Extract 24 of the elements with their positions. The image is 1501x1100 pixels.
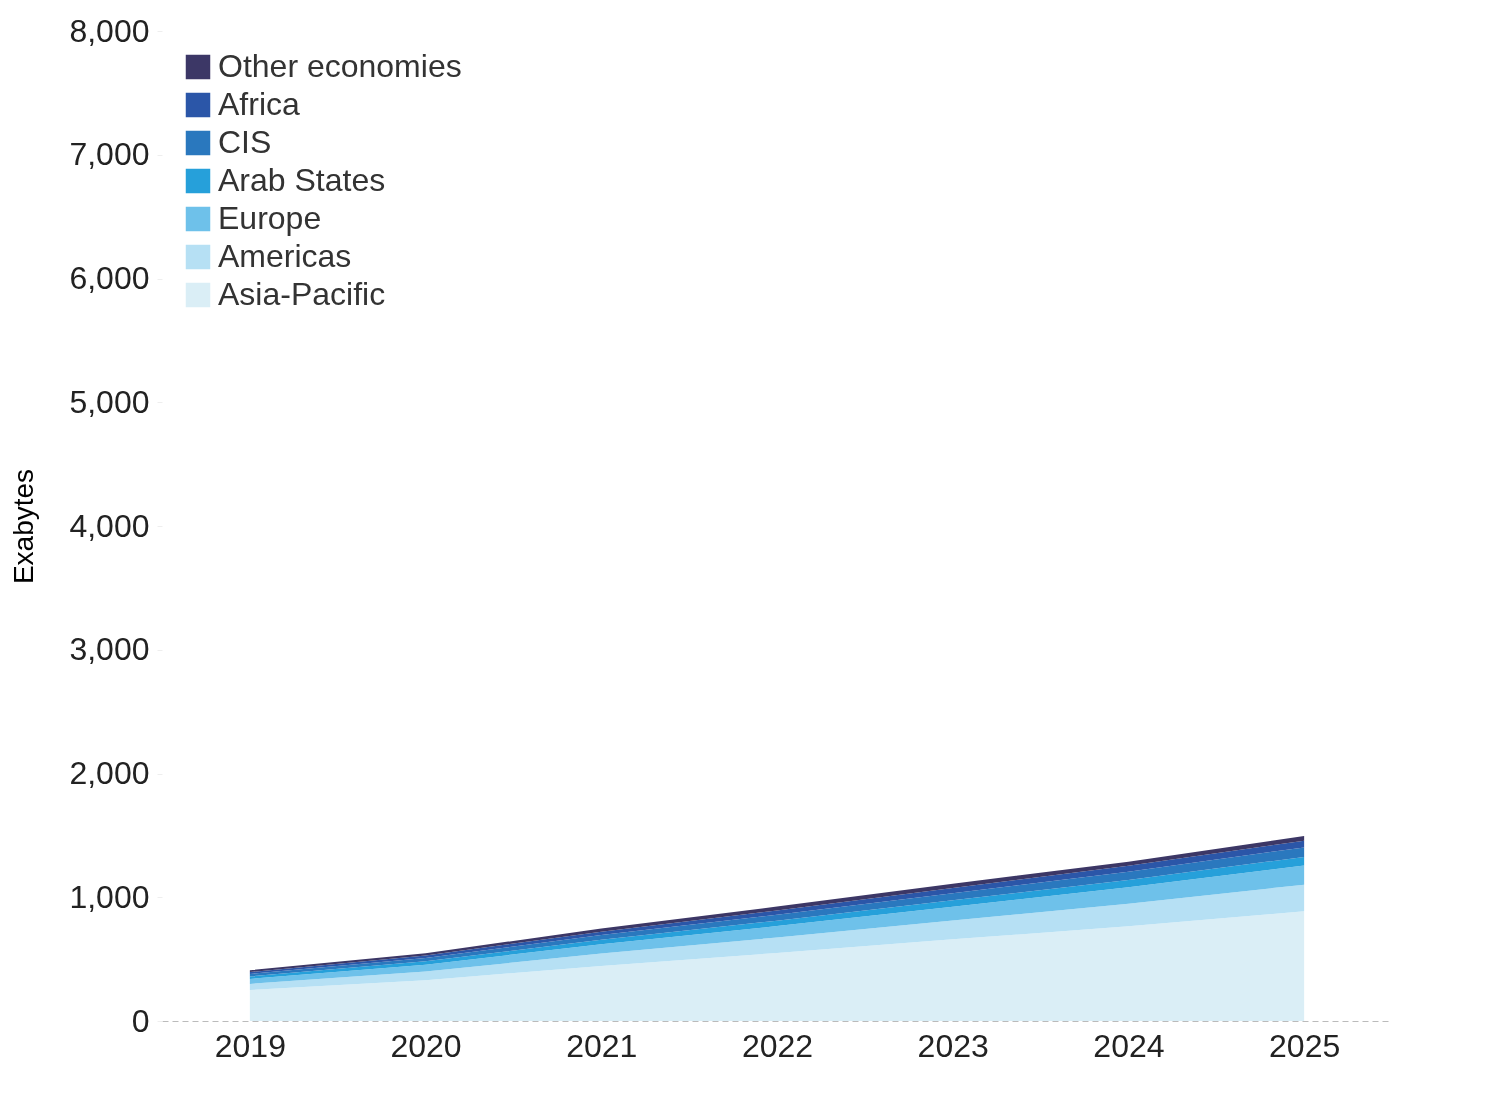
y-tick-label: 3,000 [69,631,150,668]
y-tick-label: 7,000 [69,136,150,173]
legend-label: CIS [218,124,272,160]
x-tick-label: 2020 [390,1027,462,1064]
legend-label: Europe [218,200,322,236]
y-axis-title: Exabytes [8,468,40,585]
y-tick-label: 1,000 [69,878,150,915]
y-tick-label: 4,000 [69,507,150,544]
legend-label: Americas [218,238,352,274]
y-tick-label: 2,000 [69,755,150,791]
x-tick-label: 2019 [214,1027,286,1064]
y-tick-label: 6,000 [69,260,150,296]
x-tick-label: 2023 [917,1027,989,1064]
x-tick-label: 2022 [741,1027,814,1064]
y-tick-label: 0 [131,1002,150,1039]
x-tick-label: 2024 [1093,1027,1165,1064]
legend-label: Asia-Pacific [218,276,386,312]
x-tick-label: 2021 [566,1027,638,1064]
legend-label: Arab States [218,162,386,198]
y-tick-label: 5,000 [69,383,150,420]
x-tick-label: 2025 [1269,1027,1341,1064]
y-tick-label: 8,000 [69,12,150,49]
legend-label: Other economies [218,48,462,84]
legend-label: Africa [218,86,300,122]
